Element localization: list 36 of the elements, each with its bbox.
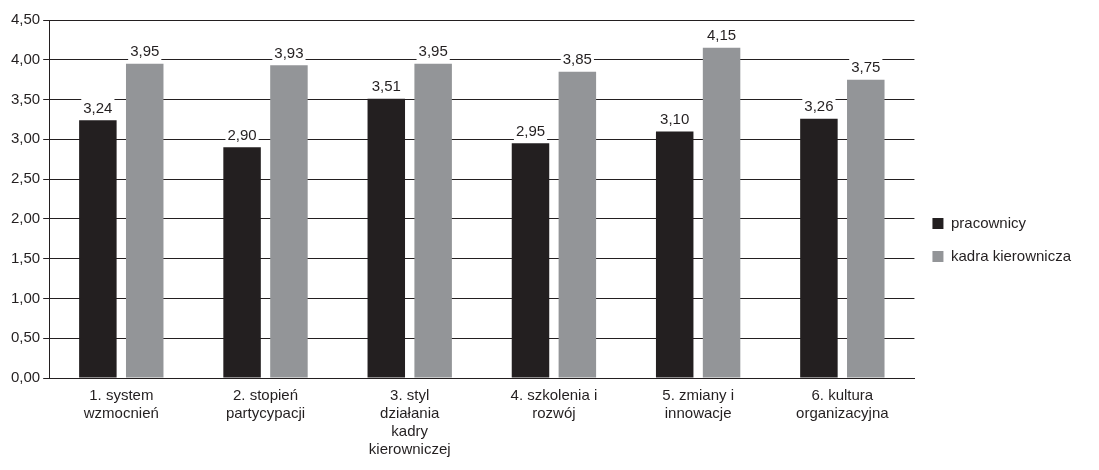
x-tick-label: 6. kultura organizacyjna bbox=[796, 386, 890, 422]
data-label: 3,95 bbox=[130, 42, 160, 60]
x-tick-label: 3. styl działania kadry kierowniczej bbox=[368, 386, 451, 458]
data-label: 4,15 bbox=[706, 26, 737, 44]
data-label: 3,85 bbox=[562, 50, 592, 68]
x-tick-label: 1. system wzmocnień bbox=[82, 386, 159, 422]
y-tick-label: 1,50 bbox=[10, 248, 41, 266]
data-label: 3,93 bbox=[274, 43, 304, 61]
y-tick-label: 1,00 bbox=[10, 288, 41, 306]
x-tick-label: 4. szkolenia i rozwój bbox=[510, 386, 598, 422]
bar bbox=[702, 47, 741, 378]
y-tick-label: 3,50 bbox=[10, 89, 41, 107]
y-tick-label: 4,00 bbox=[10, 49, 41, 67]
data-label: 3,24 bbox=[83, 98, 113, 116]
y-tick-label: 3,00 bbox=[10, 129, 41, 147]
y-tick-label: 2,00 bbox=[10, 209, 41, 227]
data-label: 3,51 bbox=[371, 77, 401, 95]
data-label: 3,10 bbox=[660, 110, 690, 128]
x-tick-label: 2. stopień partycypacji bbox=[225, 386, 306, 422]
bar bbox=[558, 71, 597, 378]
data-label: 3,26 bbox=[804, 97, 834, 115]
y-tick-label: 0,50 bbox=[10, 328, 41, 346]
bar bbox=[270, 65, 308, 378]
legend-label: kadra kierownicza bbox=[950, 246, 1072, 264]
y-tick-label: 2,50 bbox=[10, 169, 41, 187]
y-tick-label: 0,00 bbox=[10, 368, 41, 386]
data-label: 2,95 bbox=[515, 121, 546, 139]
data-label: 3,75 bbox=[851, 58, 881, 76]
x-tick-label: 5. zmiany i innowacje bbox=[662, 386, 734, 422]
bar bbox=[125, 63, 164, 378]
data-label: 2,90 bbox=[227, 125, 257, 143]
y-tick-label: 4,50 bbox=[10, 10, 41, 28]
bar bbox=[847, 79, 885, 378]
bar bbox=[414, 63, 452, 378]
data-label: 3,95 bbox=[418, 42, 448, 60]
legend-label: pracownicy bbox=[950, 213, 1027, 231]
